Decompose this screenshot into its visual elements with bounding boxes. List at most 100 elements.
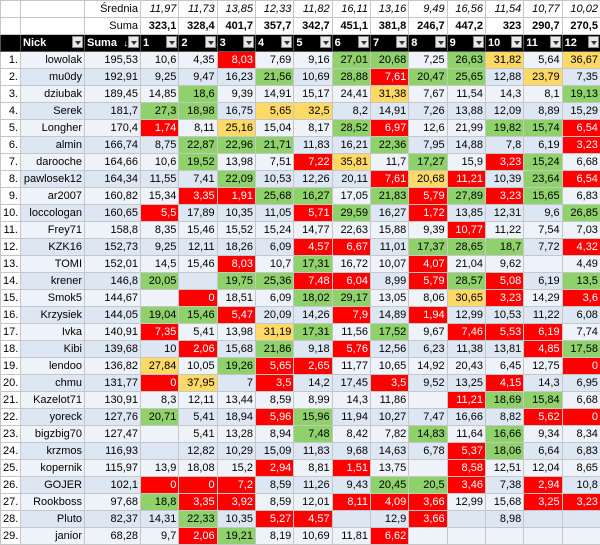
score-cell[interactable]: 15,65 (523, 187, 563, 205)
filter-dropdown-icon[interactable] (166, 36, 178, 48)
score-cell[interactable]: 17,27 (408, 153, 448, 171)
score-cell[interactable]: 22,63 (331, 221, 371, 239)
player-total[interactable]: 152,73 (84, 238, 141, 256)
sum-value[interactable]: 328,4 (178, 17, 218, 35)
score-cell[interactable]: 18,8 (139, 493, 180, 511)
score-cell[interactable]: 13,81 (484, 340, 525, 358)
player-nick[interactable]: yoreck (20, 408, 85, 426)
score-cell[interactable]: 17,31 (293, 323, 333, 341)
score-cell[interactable]: 13,28 (216, 425, 256, 443)
player-total[interactable]: 164,34 (84, 170, 141, 188)
score-cell[interactable]: 27,89 (446, 187, 486, 205)
score-cell[interactable]: 8,98 (484, 510, 525, 528)
score-cell[interactable]: 2,06 (178, 527, 218, 545)
player-nick[interactable]: Krzysiek (20, 306, 85, 324)
score-cell[interactable]: 3,6 (561, 289, 600, 307)
score-cell[interactable]: 12,82 (178, 442, 218, 460)
score-cell[interactable]: 17,05 (331, 187, 371, 205)
score-cell[interactable]: 6,83 (561, 187, 600, 205)
player-total[interactable]: 139,68 (84, 340, 141, 358)
score-cell[interactable]: 15,46 (178, 306, 218, 324)
score-cell[interactable]: 11,54 (446, 85, 486, 103)
score-cell[interactable]: 17,58 (561, 340, 600, 358)
score-cell[interactable]: 6,04 (331, 272, 371, 290)
score-cell[interactable]: 13,75 (369, 459, 410, 477)
score-cell[interactable]: 7,72 (523, 238, 563, 256)
header-round-9[interactable]: 9 (446, 34, 486, 52)
score-cell[interactable]: 3,23 (484, 187, 525, 205)
header-round-8[interactable]: 8 (408, 34, 448, 52)
score-cell[interactable]: 6,19 (523, 323, 563, 341)
header-round-5[interactable]: 5 (293, 34, 333, 52)
score-cell[interactable]: 11,26 (293, 476, 333, 494)
player-nick[interactable]: janior (20, 527, 85, 545)
score-cell[interactable]: 20,68 (369, 51, 410, 69)
score-cell[interactable]: 20,43 (446, 357, 486, 375)
average-value[interactable]: 11,73 (178, 0, 218, 18)
score-cell[interactable]: 12,51 (484, 459, 525, 477)
score-cell[interactable]: 7 (216, 374, 256, 392)
score-cell[interactable]: 0 (139, 476, 180, 494)
score-cell[interactable]: 21,04 (446, 255, 486, 273)
header-nick[interactable]: Nick (20, 34, 85, 52)
score-cell[interactable]: 0 (561, 408, 600, 426)
player-total[interactable]: 189,45 (84, 85, 141, 103)
header-round-10[interactable]: 10 (484, 34, 525, 52)
score-cell[interactable]: 7,69 (254, 51, 295, 69)
score-cell[interactable]: 5,41 (178, 408, 218, 426)
score-cell[interactable]: 7,51 (254, 153, 295, 171)
score-cell[interactable]: 7,61 (369, 170, 410, 188)
score-cell[interactable]: 10,27 (369, 408, 410, 426)
score-cell[interactable]: 11,77 (331, 357, 371, 375)
score-cell[interactable]: 15,46 (178, 221, 218, 239)
sum-value[interactable]: 290,7 (523, 17, 563, 35)
score-cell[interactable]: 5,27 (254, 510, 295, 528)
filter-dropdown-icon[interactable] (128, 36, 139, 48)
score-cell[interactable]: 10,6 (139, 51, 180, 69)
average-label[interactable]: Średnia (84, 0, 141, 18)
filter-dropdown-icon[interactable] (434, 36, 446, 48)
score-cell[interactable]: 7,8 (484, 136, 525, 154)
score-cell[interactable]: 1,91 (216, 187, 256, 205)
sum-value[interactable]: 246,7 (408, 17, 448, 35)
filter-dropdown-icon[interactable] (472, 36, 484, 48)
player-total[interactable]: 195,53 (84, 51, 141, 69)
score-cell[interactable]: 8,19 (254, 527, 295, 545)
score-cell[interactable]: 13,05 (369, 289, 410, 307)
score-cell[interactable]: 6,23 (408, 340, 448, 358)
score-cell[interactable]: 1,72 (408, 204, 448, 222)
row-number[interactable]: 5. (0, 119, 21, 137)
score-cell[interactable]: 6,45 (484, 357, 525, 375)
score-cell[interactable]: 8,59 (254, 476, 295, 494)
player-total[interactable]: 170,4 (84, 119, 141, 137)
score-cell[interactable]: 29,59 (331, 204, 371, 222)
player-nick[interactable]: mu0dy (20, 68, 85, 86)
row-number[interactable]: 13. (0, 255, 21, 273)
score-cell[interactable]: 4,85 (523, 340, 563, 358)
score-cell[interactable]: 8,11 (178, 119, 218, 137)
score-cell[interactable]: 5,41 (178, 323, 218, 341)
score-cell[interactable] (446, 510, 486, 528)
score-cell[interactable] (523, 527, 563, 545)
score-cell[interactable]: 6,08 (561, 306, 600, 324)
player-total[interactable]: 97,68 (84, 493, 141, 511)
score-cell[interactable] (408, 459, 448, 477)
score-cell[interactable]: 4,57 (293, 510, 333, 528)
score-cell[interactable] (139, 289, 180, 307)
score-cell[interactable]: 28,57 (446, 272, 486, 290)
score-cell[interactable]: 14,3 (331, 391, 371, 409)
row-number[interactable]: 9. (0, 187, 21, 205)
score-cell[interactable]: 8,42 (331, 425, 371, 443)
sum-value[interactable]: 401,7 (216, 17, 256, 35)
score-cell[interactable]: 15,68 (216, 340, 256, 358)
player-nick[interactable]: bigzbig70 (20, 425, 85, 443)
row-number[interactable]: 28. (0, 510, 21, 528)
row-number[interactable]: 6. (0, 136, 21, 154)
player-total[interactable]: 115,97 (84, 459, 141, 477)
score-cell[interactable]: 12,31 (484, 204, 525, 222)
score-cell[interactable] (446, 527, 486, 545)
score-cell[interactable]: 23,79 (523, 68, 563, 86)
score-cell[interactable]: 19,26 (216, 357, 256, 375)
player-total[interactable]: 116,93 (84, 442, 141, 460)
player-total[interactable]: 160,65 (84, 204, 141, 222)
